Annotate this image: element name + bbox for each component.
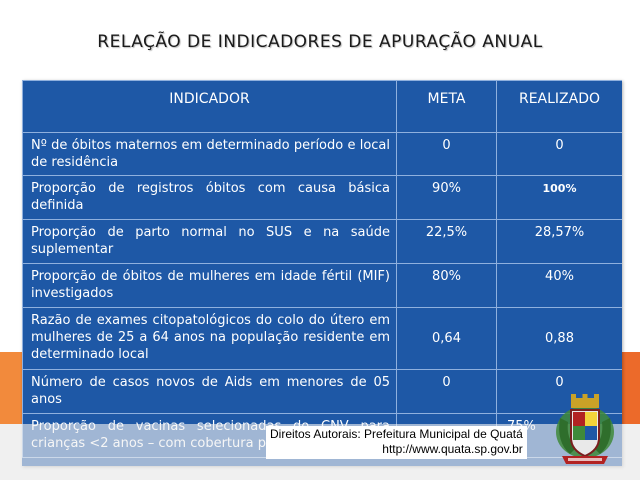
meta-cell: 0 xyxy=(396,369,497,414)
realizado-cell: 28,57% xyxy=(496,219,622,264)
orange-accent-bar-left xyxy=(0,352,26,424)
indicador-cell: Número de casos novos de Aids em menores… xyxy=(22,369,397,414)
meta-cell: 0 xyxy=(396,132,497,176)
copyright-url[interactable]: http://www.quata.sp.gov.br xyxy=(382,442,523,456)
table-row: Nº de óbitos maternos em determinado per… xyxy=(22,132,622,176)
meta-cell: 0,64 xyxy=(396,307,497,370)
municipal-crest-icon xyxy=(556,394,614,464)
table-row: Número de casos novos de Aids em menores… xyxy=(22,369,622,414)
table-row: Proporção de registros óbitos com causa … xyxy=(22,175,622,220)
header-indicador: INDICADOR xyxy=(22,80,397,133)
realizado-cell: 0,88 xyxy=(496,307,622,370)
slide-title: RELAÇÃO DE INDICADORES DE APURAÇÃO ANUAL xyxy=(97,32,543,52)
table-row: Proporção de óbitos de mulheres em idade… xyxy=(22,263,622,308)
indicador-cell: Nº de óbitos maternos em determinado per… xyxy=(22,132,397,176)
copyright-box: Direitos Autorais: Prefeitura Municipal … xyxy=(266,426,527,459)
realizado-cell: 0 xyxy=(496,369,622,414)
indicador-cell: Razão de exames citopatológicos do colo … xyxy=(22,307,397,370)
indicador-cell: Proporção de parto normal no SUS e na sa… xyxy=(22,219,397,264)
indicators-table: INDICADOR META REALIZADO Nº de óbitos ma… xyxy=(22,80,622,458)
indicators-table-container: INDICADOR META REALIZADO Nº de óbitos ma… xyxy=(22,80,622,466)
indicador-cell: Proporção de óbitos de mulheres em idade… xyxy=(22,263,397,308)
header-realizado: REALIZADO xyxy=(496,80,622,133)
realizado-cell: 100% xyxy=(496,175,622,220)
copyright-text: Direitos Autorais: Prefeitura Municipal … xyxy=(270,427,523,441)
table-header-row: INDICADOR META REALIZADO xyxy=(22,80,622,133)
header-meta: META xyxy=(396,80,497,133)
table-row: Proporção de parto normal no SUS e na sa… xyxy=(22,219,622,264)
meta-cell: 90% xyxy=(396,175,497,220)
table-row: Razão de exames citopatológicos do colo … xyxy=(22,307,622,370)
realizado-cell: 0 xyxy=(496,132,622,176)
realizado-cell: 40% xyxy=(496,263,622,308)
meta-cell: 22,5% xyxy=(396,219,497,264)
indicador-cell: Proporção de registros óbitos com causa … xyxy=(22,175,397,220)
meta-cell: 80% xyxy=(396,263,497,308)
